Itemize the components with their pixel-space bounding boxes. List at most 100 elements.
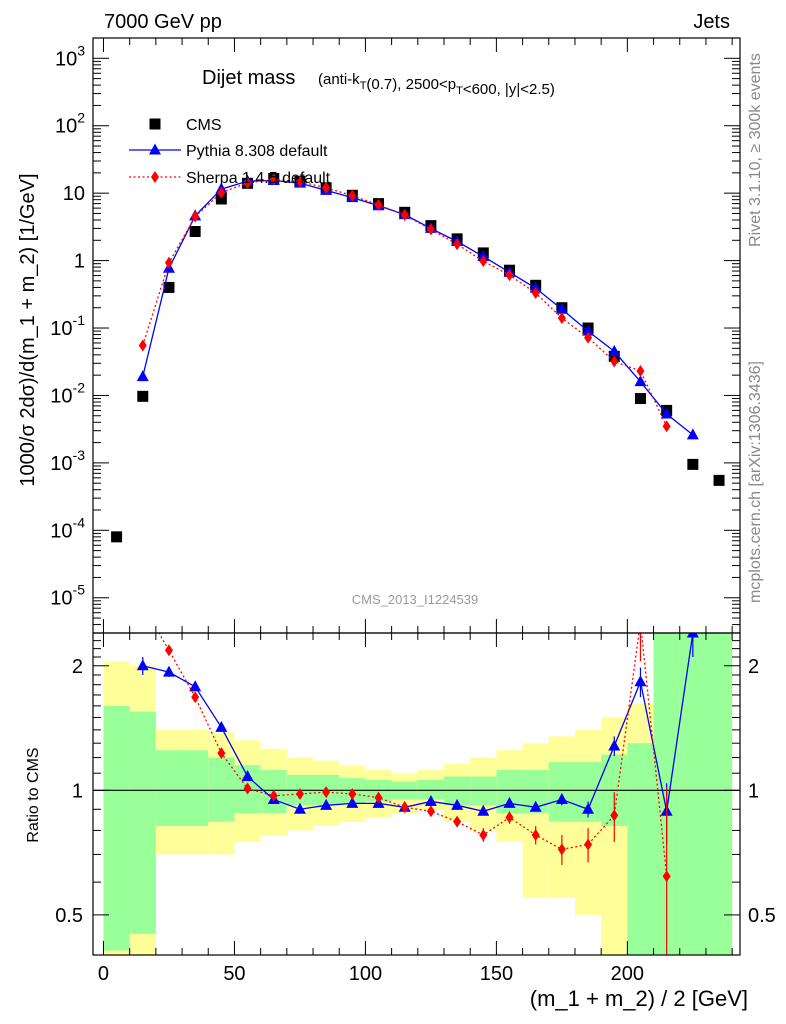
band-inner-bin [129, 711, 156, 934]
sherpa-ratio-point [191, 691, 200, 704]
tick-labels: 0 50 100 150 20010-510-410-310-210-111010210… [50, 42, 776, 985]
rivet-label: Rivet 3.1.10, ≥ 300k events [747, 53, 764, 247]
pythia-ratio-point [503, 796, 516, 808]
pythia-ratio-point [582, 802, 595, 814]
header-left: 7000 GeV pp [104, 11, 222, 33]
header-right: Jets [693, 11, 730, 33]
cms-main-point [215, 193, 227, 205]
pythia-main-point [634, 375, 647, 387]
main-y-tick-label: 10-4 [50, 514, 85, 542]
axis-ticks [93, 37, 740, 956]
tick-base: 10 [50, 588, 72, 610]
main-y-tick-label: 10-2 [50, 379, 85, 407]
pythia-main-line [142, 179, 694, 436]
ratio-y-tick-label-left: 0.5 [55, 905, 83, 927]
sherpa-main-point [164, 256, 173, 269]
sherpa-ratio-point [610, 809, 619, 822]
pythia-ratio-point [189, 680, 202, 692]
chart-subtitle: (anti-kT(0.7), 2500<pT<600, |y|<2.5) [318, 71, 555, 98]
tick-exponent: -1 [73, 312, 86, 328]
main-y-tick-label: 1 [74, 251, 85, 273]
sherpa-main-point [400, 208, 409, 221]
tick-base: 10 [50, 453, 72, 475]
site-label: mcplots.cern.ch [arXiv:1306.3436] [747, 361, 764, 603]
subtitle-part: (anti-k [318, 71, 360, 88]
chart-title: Dijet mass [202, 67, 295, 89]
legend-marker [149, 118, 161, 130]
pythia-ratio-point [215, 720, 228, 732]
sherpa-main-point [191, 210, 200, 223]
sherpa-main-point [531, 287, 540, 300]
sherpa-ratio-point [243, 782, 252, 795]
series-layer [111, 172, 725, 955]
band-inner-bin [627, 743, 654, 955]
sherpa-ratio-point [139, 599, 147, 611]
sherpa-main-point [138, 339, 147, 352]
pythia-main-point [660, 407, 673, 419]
subscript: T [360, 80, 367, 92]
legend-label: Sherpa 1.4.5 default [186, 170, 331, 187]
sherpa-main-point [348, 189, 357, 202]
cms-main-point [634, 393, 646, 405]
sherpa-ratio-point [400, 801, 409, 814]
sherpa-ratio-point [295, 787, 304, 800]
main-y-tick-label: 10-3 [50, 447, 85, 475]
subtitle-part: <600, |y|<2.5) [463, 81, 555, 98]
pythia-main-point [608, 344, 621, 356]
sherpa-main-point [426, 223, 435, 236]
sherpa-main-point [584, 331, 593, 344]
x-tick-label: 50 [223, 963, 245, 985]
ratio-bands [103, 633, 733, 955]
tick-exponent: -3 [73, 447, 86, 463]
band-inner-bin [417, 779, 445, 800]
pythia-main-point [582, 324, 595, 336]
band-inner-bin [679, 633, 733, 955]
sherpa-main-point [505, 269, 514, 282]
pythia-main-point [555, 302, 568, 314]
sherpa-main-point [217, 186, 226, 199]
tick-exponent: -2 [73, 379, 86, 395]
main-y-tick-label: 10-5 [50, 582, 85, 610]
pythia-main-point [686, 428, 699, 440]
cms-main-point [687, 458, 699, 470]
tick-base: 10 [50, 520, 72, 542]
legend-label: Pythia 8.308 default [186, 143, 328, 160]
sherpa-ratio-point [531, 828, 540, 841]
pythia-ratio-point [529, 800, 542, 812]
pythia-ratio-point [555, 793, 568, 805]
ratio-y-tick-label-left: 1 [72, 780, 83, 802]
pythia-ratio-point [346, 796, 359, 808]
sherpa-ratio-point [479, 828, 488, 841]
tick-exponent: 2 [77, 110, 85, 126]
pythia-ratio-point [477, 804, 490, 816]
subscript: T [456, 85, 463, 97]
sherpa-main-point [295, 175, 304, 188]
sherpa-main-point [557, 312, 566, 325]
sherpa-main-point [636, 365, 645, 378]
sherpa-main-point [662, 420, 671, 433]
sherpa-ratio-point [557, 843, 566, 856]
tick-base: 10 [55, 48, 77, 70]
ratio-frame [92, 632, 741, 956]
sherpa-main-point [453, 238, 462, 251]
band-outer-bin [574, 729, 602, 915]
sherpa-ratio-point [348, 787, 357, 800]
sherpa-ratio-point [662, 870, 671, 883]
cms-main-point [137, 390, 149, 402]
x-axis-label: (m_1 + m_2) / 2 [GeV] [530, 986, 748, 1011]
ratio-y-tick-label-left: 2 [72, 656, 83, 678]
band-inner-bin [208, 757, 235, 822]
pythia-ratio-point [293, 802, 306, 814]
band-inner-bin [103, 705, 130, 951]
x-tick-label: 0 [98, 963, 109, 985]
tick-base: 10 [50, 318, 72, 340]
sherpa-ratio-point [426, 805, 435, 818]
sherpa-main-point [479, 255, 488, 268]
cms-main-point [713, 474, 725, 486]
tick-exponent: 3 [77, 42, 85, 58]
sherpa-main-point [374, 198, 383, 211]
main-y-tick-label: 102 [55, 110, 85, 138]
pythia-ratio-point [451, 798, 464, 810]
tick-base: 10 [50, 385, 72, 407]
pythia-ratio-line [142, 633, 694, 812]
